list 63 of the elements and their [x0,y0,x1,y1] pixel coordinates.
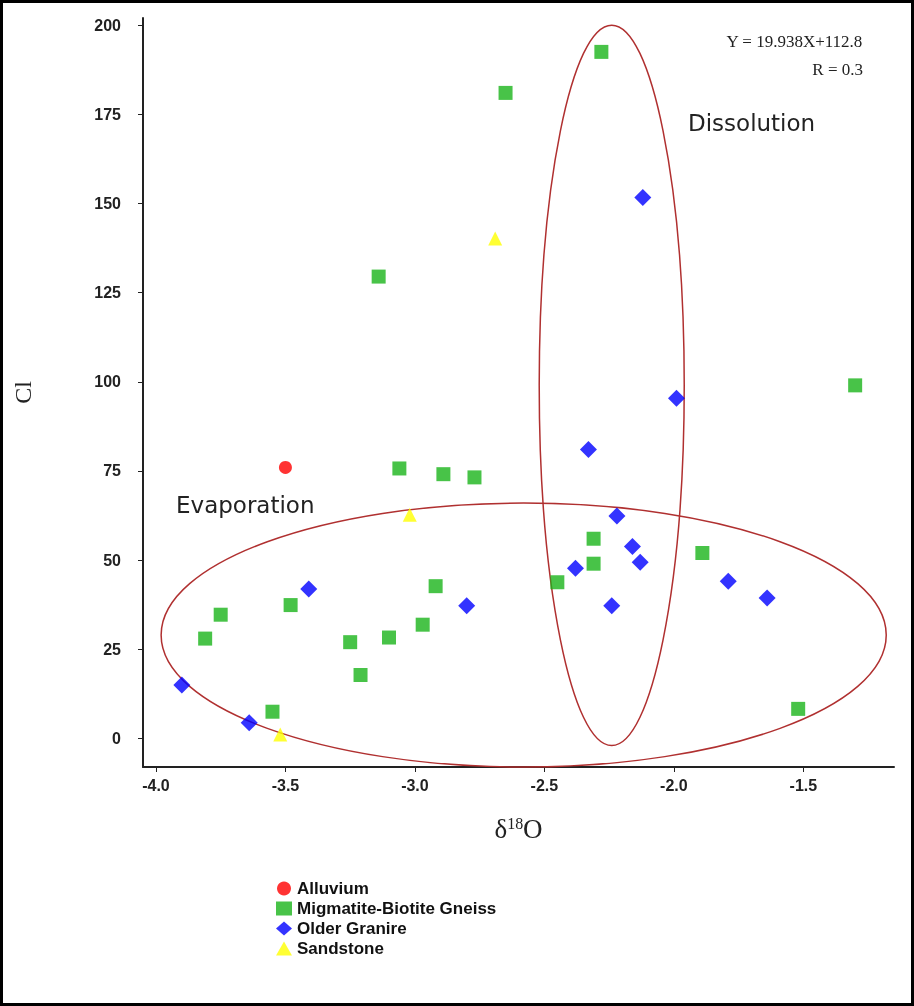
point [608,507,626,525]
y-tick-label: 50 [103,551,122,569]
point [283,598,298,613]
point [392,461,407,476]
point [667,389,685,407]
x-tick-label: -3.0 [401,776,429,794]
x-tick-label: -4.0 [142,776,170,794]
point [371,269,386,284]
annotation: Dissolution [688,109,816,136]
point [719,572,737,590]
point [550,575,565,590]
y-tick-label: 0 [112,729,122,747]
point [278,460,292,474]
legend-label: Sandstone [297,939,384,958]
point [758,589,776,607]
point [198,631,213,646]
y-tick-label: 75 [103,462,122,480]
point [402,507,417,522]
point [631,553,649,571]
point [273,727,288,742]
point [265,704,280,719]
annotation: Evaporation [176,491,315,518]
point [634,188,652,206]
y-tick-label: 150 [94,194,122,212]
point [415,617,430,632]
legend-label: Migmatite-Biotite Gneiss [297,899,497,918]
point [623,538,641,556]
y-tick-label: 100 [94,373,122,391]
point [240,714,258,732]
y-tick-label: 125 [94,284,122,302]
point [458,597,476,615]
annotation: Y = 19.938X+112.8 [726,32,863,51]
x-tick-label: -2.0 [660,776,688,794]
x-tick-label: -2.5 [530,776,559,794]
x-tick-label: -1.5 [789,776,818,794]
point [848,378,863,393]
point [382,630,397,645]
point [467,470,482,485]
point [579,441,597,459]
annotation: R = 0.3 [812,60,864,79]
point [566,559,584,577]
point [488,231,503,246]
point [586,556,601,571]
y-tick-label: 25 [103,640,122,658]
y-axis-title: Cl [10,380,36,404]
point [173,676,191,694]
point [791,701,806,716]
point [498,85,513,100]
point [353,667,368,682]
point [586,531,601,546]
y-tick-label: 200 [94,16,122,34]
legend-label: Alluvium [297,879,369,898]
y-tick-label: 175 [94,105,122,123]
legend-label: Older Granire [297,919,407,938]
point [300,580,318,598]
point [213,607,228,622]
point [603,597,621,615]
point [428,579,443,594]
point [695,546,710,560]
point [436,467,451,482]
point [594,44,609,59]
point [343,635,358,650]
x-tick-label: -3.5 [271,776,300,794]
